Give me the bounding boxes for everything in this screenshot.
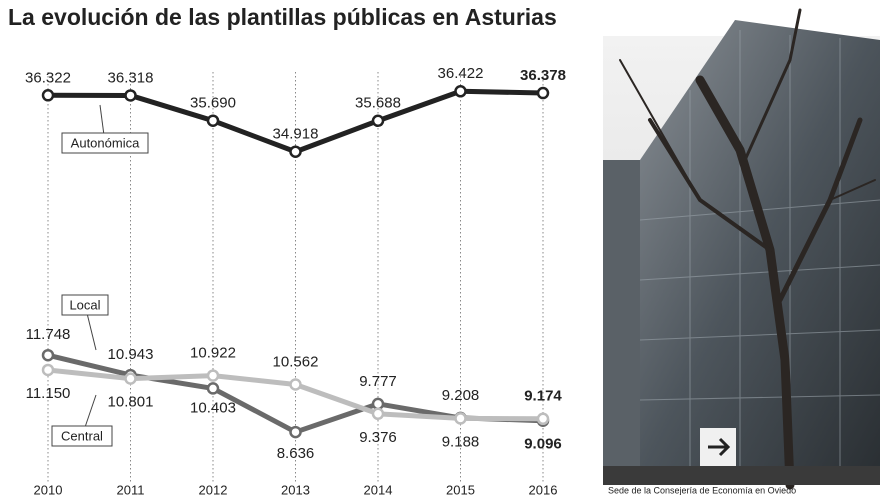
value-label: 10.801 <box>108 394 154 411</box>
point <box>124 89 137 102</box>
value-label: 9.174 <box>524 388 562 405</box>
value-label: 10.943 <box>108 346 154 363</box>
x-tick-label: 2016 <box>529 482 558 495</box>
legend-label: Central <box>61 428 103 443</box>
x-tick-label: 2013 <box>281 482 310 495</box>
point <box>371 407 385 421</box>
point <box>289 425 302 439</box>
photo-caption: Sede de la Consejería de Economía en Ovi… <box>608 485 796 495</box>
x-tick-label: 2015 <box>446 482 475 495</box>
value-label: 34.918 <box>273 126 319 143</box>
value-label: 35.688 <box>355 95 401 112</box>
x-tick-label: 2012 <box>199 482 228 495</box>
value-label: 11.150 <box>26 385 71 402</box>
value-label: 8.636 <box>277 445 315 462</box>
tag-box <box>51 425 113 447</box>
value-label: 9.376 <box>359 429 397 446</box>
x-tick-label: 2010 <box>34 482 63 495</box>
value-label: 9.208 <box>442 387 480 404</box>
legend-label: Local <box>69 297 100 312</box>
photo <box>603 8 880 490</box>
point <box>206 369 220 382</box>
point <box>206 114 220 127</box>
point <box>454 85 467 98</box>
chart-title: La evolución de las plantillas públicas … <box>8 4 557 30</box>
value-label: 36.378 <box>520 67 566 84</box>
point <box>289 145 302 158</box>
point <box>41 363 55 377</box>
point <box>41 89 55 102</box>
tag-box <box>61 132 149 154</box>
point <box>454 412 467 425</box>
value-label: 35.690 <box>190 95 236 112</box>
value-label: 36.322 <box>25 69 71 86</box>
value-label: 9.777 <box>359 373 397 390</box>
point <box>371 114 385 128</box>
value-label: 9.096 <box>524 436 562 453</box>
value-label: 11.748 <box>26 326 71 343</box>
legend-label: Autonómica <box>71 135 140 150</box>
point <box>536 412 550 426</box>
value-label: 9.188 <box>442 433 480 450</box>
point <box>371 397 385 411</box>
point <box>206 382 220 395</box>
point <box>289 378 302 391</box>
value-label: 10.562 <box>273 353 319 370</box>
value-label: 10.403 <box>190 399 236 416</box>
point <box>536 86 550 100</box>
point <box>41 348 55 362</box>
point <box>124 372 137 385</box>
value-label: 36.422 <box>438 65 484 82</box>
tag-box <box>61 294 109 316</box>
x-tick-label: 2011 <box>117 482 145 495</box>
value-label: 36.318 <box>108 69 154 86</box>
value-label: 10.922 <box>190 345 236 362</box>
x-tick-label: 2014 <box>364 482 393 495</box>
